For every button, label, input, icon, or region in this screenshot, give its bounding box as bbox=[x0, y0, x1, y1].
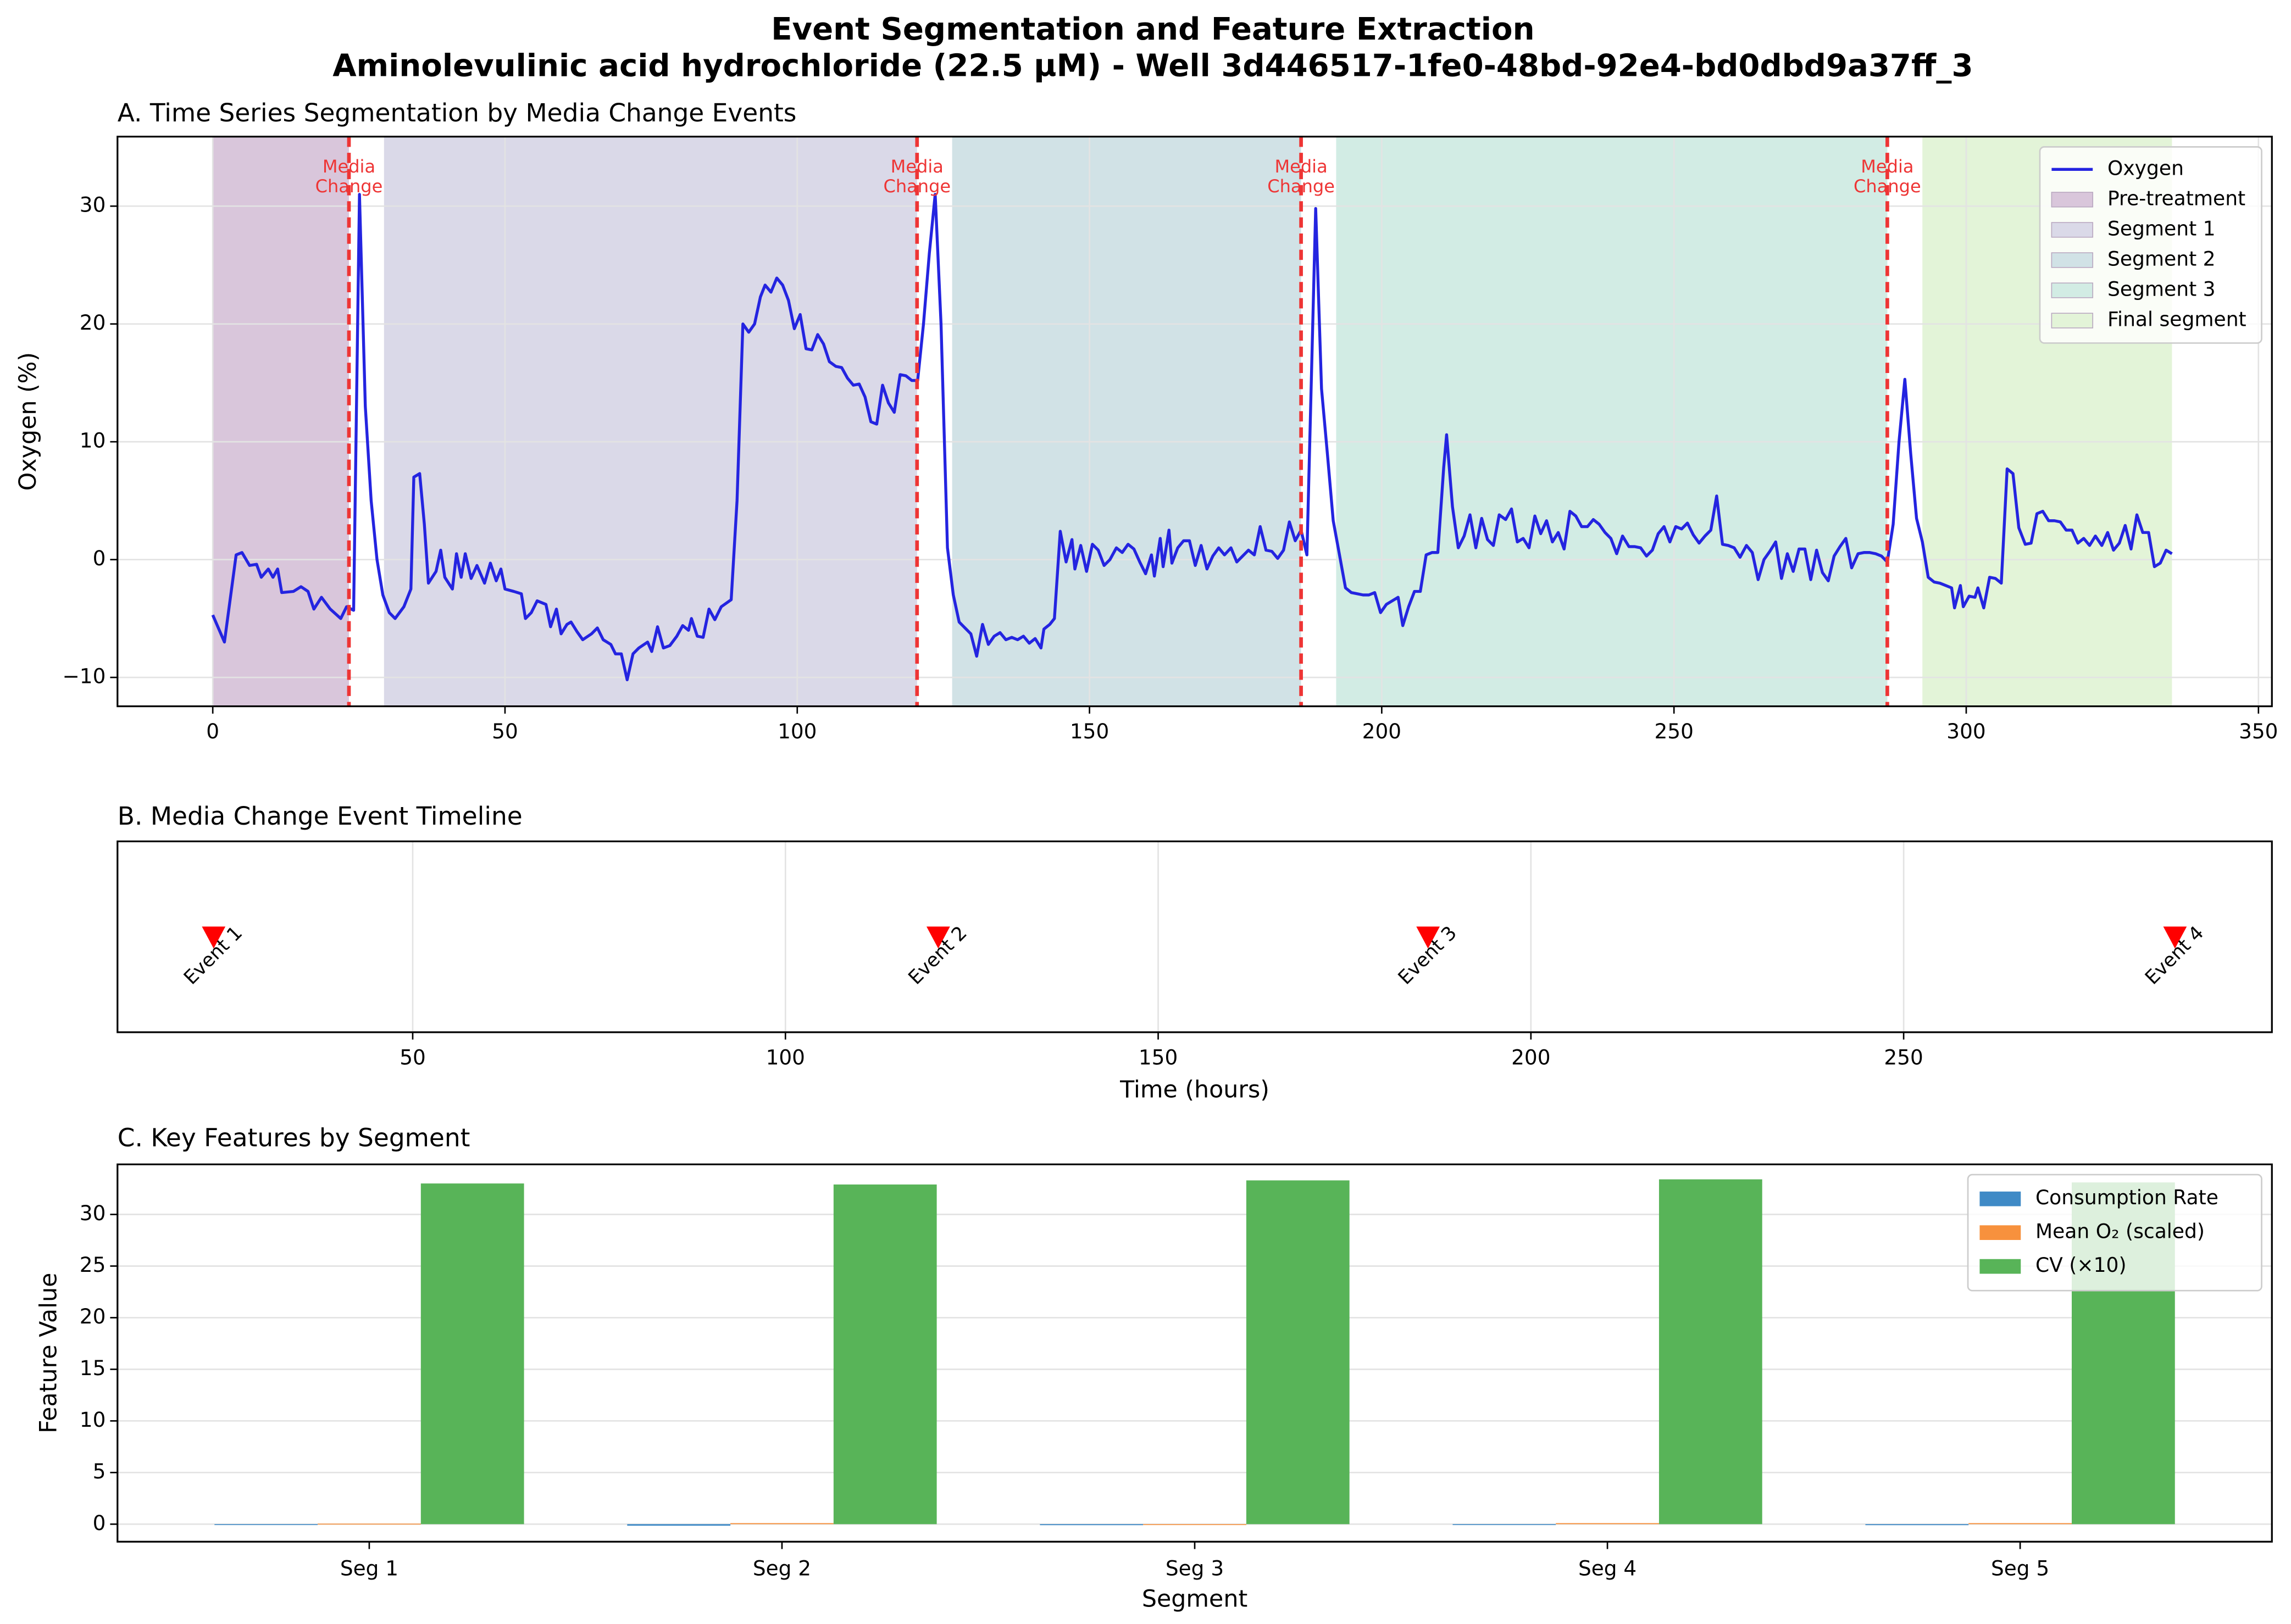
legend-patch bbox=[1979, 1225, 2021, 1241]
event-marker bbox=[202, 926, 226, 949]
legend-box bbox=[1967, 1173, 2262, 1292]
segment-span bbox=[952, 136, 1301, 707]
y-tick-label: 20 bbox=[80, 310, 106, 335]
legend-label: Pre-treatment bbox=[2107, 187, 2245, 210]
bar bbox=[318, 1523, 421, 1525]
legend-patch bbox=[1979, 1191, 2021, 1206]
x-axis-label: Segment bbox=[1142, 1586, 1247, 1613]
bar bbox=[1040, 1524, 1144, 1526]
figure-title: Event Segmentation and Feature Extractio… bbox=[771, 12, 1534, 47]
x-tick-label: Seg 5 bbox=[1991, 1556, 2049, 1580]
x-tick-label: 100 bbox=[766, 1045, 805, 1069]
x-tick-label: Seg 4 bbox=[1578, 1556, 1637, 1580]
event-annotation: Media bbox=[323, 156, 375, 177]
x-tick-label: 150 bbox=[1070, 719, 1109, 743]
bar bbox=[1143, 1524, 1246, 1525]
x-tick-label: Seg 1 bbox=[340, 1556, 398, 1580]
bar bbox=[1968, 1523, 2072, 1525]
legend-label: CV (×10) bbox=[2035, 1254, 2127, 1277]
legend-label: Segment 1 bbox=[2107, 217, 2216, 240]
panel-title: B. Media Change Event Timeline bbox=[118, 802, 523, 831]
x-tick-label: 200 bbox=[1511, 1045, 1550, 1069]
legend-label: Segment 2 bbox=[2107, 247, 2216, 270]
legend-patch bbox=[2051, 192, 2094, 208]
y-tick-label: 0 bbox=[93, 1511, 106, 1535]
event-annotation: Media bbox=[1274, 156, 1327, 177]
event-annotation: Change bbox=[1267, 176, 1335, 197]
bar bbox=[1556, 1523, 1659, 1525]
legend-patch bbox=[2051, 313, 2094, 329]
x-tick-label: 100 bbox=[778, 719, 817, 743]
event-annotation: Change bbox=[883, 176, 951, 197]
bar bbox=[627, 1524, 731, 1526]
legend-patch bbox=[2051, 252, 2094, 268]
axes-frame bbox=[117, 840, 2273, 1033]
legend-patch bbox=[1979, 1259, 2021, 1274]
panel-title: A. Time Series Segmentation by Media Cha… bbox=[118, 98, 797, 127]
y-axis-label: Feature Value bbox=[35, 1273, 62, 1434]
y-tick-label: 30 bbox=[80, 193, 106, 217]
x-tick-label: 350 bbox=[2239, 719, 2278, 743]
y-tick-label: 15 bbox=[80, 1356, 106, 1380]
event-marker bbox=[1416, 926, 1440, 949]
legend-label: Mean O₂ (scaled) bbox=[2035, 1220, 2205, 1243]
x-tick-label: 50 bbox=[400, 1045, 426, 1069]
legend-box bbox=[2039, 146, 2262, 344]
y-tick-label: 10 bbox=[80, 1408, 106, 1432]
panel-title: C. Key Features by Segment bbox=[118, 1123, 470, 1152]
segment-span bbox=[213, 136, 349, 707]
figure-subtitle: Aminolevulinic acid hydrochloride (22.5 … bbox=[332, 48, 1973, 84]
x-axis-label: Time (hours) bbox=[1119, 1076, 1269, 1103]
y-tick-label: 0 bbox=[93, 546, 106, 570]
segment-span bbox=[1336, 136, 1888, 707]
data-line bbox=[211, 193, 2173, 681]
legend-patch bbox=[2051, 282, 2094, 298]
bar bbox=[833, 1184, 937, 1525]
x-tick-label: 250 bbox=[1654, 719, 1693, 743]
legend-label: Final segment bbox=[2107, 308, 2246, 331]
axes-frame bbox=[117, 1163, 2273, 1543]
y-tick-label: 10 bbox=[80, 429, 106, 453]
event-marker bbox=[926, 926, 950, 949]
y-axis-label: Oxygen (%) bbox=[14, 352, 42, 491]
bar bbox=[1246, 1180, 1350, 1525]
bar bbox=[420, 1183, 524, 1525]
x-tick-label: 50 bbox=[492, 719, 518, 743]
bar bbox=[214, 1524, 318, 1525]
y-tick-label: −10 bbox=[62, 664, 106, 688]
legend-label: Segment 3 bbox=[2107, 277, 2216, 301]
bar bbox=[1658, 1179, 1762, 1525]
x-tick-label: 0 bbox=[206, 719, 219, 743]
x-tick-label: Seg 3 bbox=[1166, 1556, 1224, 1580]
legend-label: Oxygen bbox=[2107, 157, 2184, 180]
event-annotation: Media bbox=[891, 156, 944, 177]
segment-span bbox=[384, 136, 917, 707]
x-tick-label: 200 bbox=[1362, 719, 1401, 743]
y-tick-label: 30 bbox=[80, 1201, 106, 1225]
x-tick-label: 250 bbox=[1884, 1045, 1923, 1069]
axes-frame bbox=[117, 136, 2273, 708]
bar bbox=[1865, 1524, 1969, 1526]
x-tick-label: 300 bbox=[1946, 719, 1985, 743]
event-annotation: Media bbox=[1861, 156, 1913, 177]
event-annotation: Change bbox=[1854, 176, 1921, 197]
legend-patch bbox=[2051, 222, 2094, 238]
event-marker bbox=[2163, 926, 2187, 949]
event-annotation: Change bbox=[315, 176, 383, 197]
legend-label: Consumption Rate bbox=[2035, 1186, 2218, 1209]
x-tick-label: 150 bbox=[1139, 1045, 1178, 1069]
y-tick-label: 25 bbox=[80, 1253, 106, 1277]
y-tick-label: 5 bbox=[93, 1459, 106, 1483]
bar bbox=[730, 1523, 834, 1525]
y-tick-label: 20 bbox=[80, 1304, 106, 1328]
bar bbox=[1452, 1524, 1556, 1525]
x-tick-label: Seg 2 bbox=[753, 1556, 811, 1580]
